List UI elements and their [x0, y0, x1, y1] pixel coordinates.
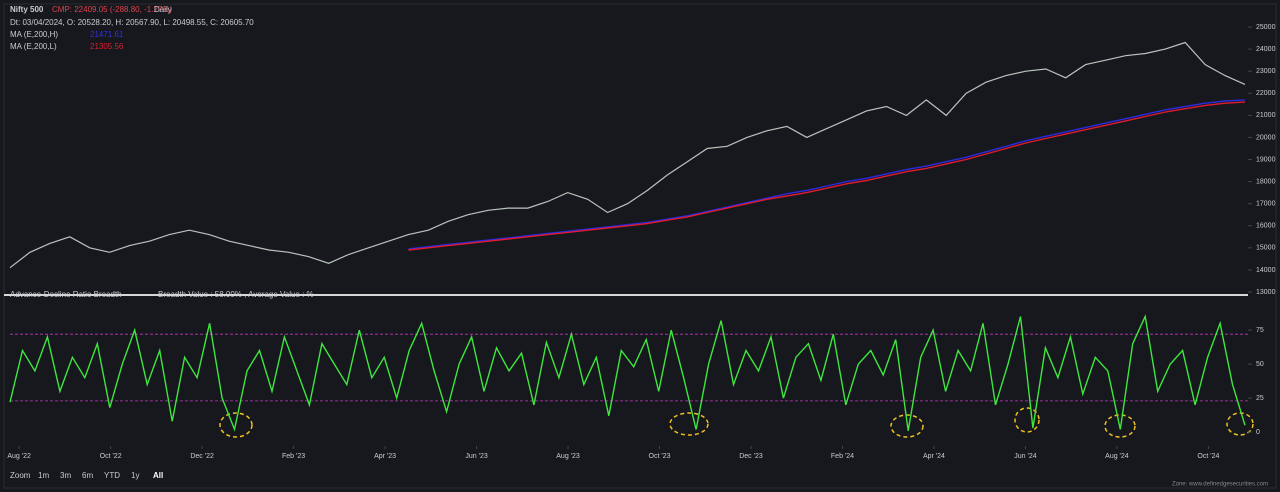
series-line	[9, 314, 1246, 432]
y-tick-label: 75	[1256, 327, 1264, 334]
y-tick-label: 25000	[1256, 24, 1276, 31]
x-tick-label: Aug '24	[1105, 453, 1129, 460]
y-tick-label: 21000	[1256, 112, 1276, 119]
y-tick-label: 13000	[1256, 289, 1276, 296]
frame	[3, 3, 1277, 489]
x-tick-label: Oct '22	[100, 453, 122, 460]
interval[interactable]: Daily	[154, 5, 172, 14]
range-button[interactable]: YTD	[104, 471, 120, 480]
x-tick-label: Jun '24	[1014, 453, 1036, 460]
zoom-label: Zoom	[10, 471, 31, 480]
x-tick-label: Oct '24	[1197, 453, 1219, 460]
cmp: CMP: 22409.05 (-288.80, -1.27%)	[52, 5, 172, 14]
range-button[interactable]: All	[153, 471, 163, 480]
ohlc: Dt: 03/04/2024, O: 20528.20, H: 20567.90…	[10, 18, 254, 27]
x-tick-label: Dec '22	[190, 453, 214, 460]
y-tick-label: 15000	[1256, 245, 1276, 252]
y-tick-label: 18000	[1256, 178, 1276, 185]
x-tick-label: Aug '23	[556, 453, 580, 460]
x-tick-label: Jun '23	[465, 453, 487, 460]
y-tick-label: 19000	[1256, 156, 1276, 163]
x-tick-label: Aug '22	[7, 453, 31, 460]
x-tick-label: Feb '23	[282, 453, 305, 460]
y-tick-label: 17000	[1256, 201, 1276, 208]
x-tick-label: Apr '23	[374, 453, 396, 460]
ma-low-value: 21305.56	[90, 42, 124, 51]
y-tick-label: 50	[1256, 361, 1264, 368]
y-tick-label: 16000	[1256, 223, 1276, 230]
range-button[interactable]: 1m	[38, 471, 49, 480]
y-tick-label: 22000	[1256, 90, 1276, 97]
series-line	[408, 99, 1246, 250]
y-tick-label: 0	[1256, 429, 1260, 436]
y-tick-label: 25	[1256, 395, 1264, 402]
y-tick-label: 23000	[1256, 68, 1276, 75]
ma-high-value: 21471.61	[90, 30, 124, 39]
range-button[interactable]: 1y	[131, 471, 139, 480]
x-tick-label: Oct '23	[649, 453, 671, 460]
range-button[interactable]: 3m	[60, 471, 71, 480]
x-tick-label: Feb '24	[831, 453, 854, 460]
y-tick-label: 14000	[1256, 267, 1276, 274]
source: Zone: www.definedgesecurities.com	[1172, 482, 1268, 488]
y-tick-label: 24000	[1256, 46, 1276, 53]
x-tick-label: Dec '23	[739, 453, 763, 460]
breadth-title: Advance-Decline Ratio Breadth	[10, 290, 122, 299]
ma-low-label: MA (E,200,L)	[10, 42, 57, 51]
series-line	[408, 101, 1246, 251]
x-tick-label: Apr '24	[923, 453, 945, 460]
series-line	[9, 41, 1246, 269]
breadth-subtitle: Breadth Value : 58.00% , Average Value :…	[158, 290, 314, 299]
symbol[interactable]: Nifty 500	[10, 5, 44, 14]
ma-high-label: MA (E,200,H)	[10, 30, 58, 39]
range-button[interactable]: 6m	[82, 471, 93, 480]
y-tick-label: 20000	[1256, 134, 1276, 141]
annotations	[219, 407, 1254, 438]
